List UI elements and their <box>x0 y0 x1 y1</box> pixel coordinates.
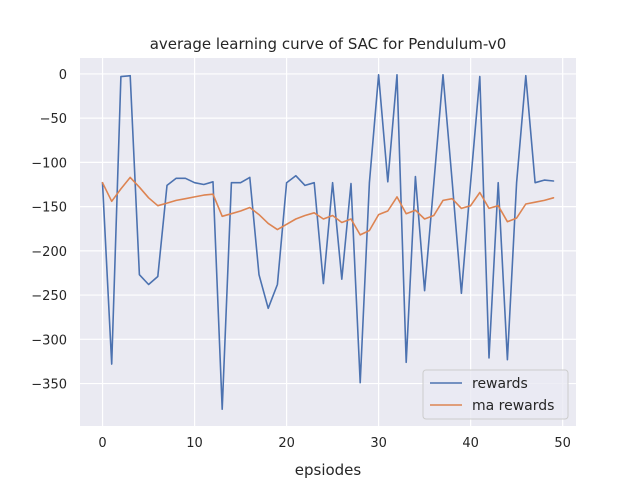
y-tick-label: −300 <box>31 333 67 348</box>
x-tick-label: 30 <box>370 436 387 451</box>
plot-area <box>80 58 576 426</box>
y-tick-label: −50 <box>40 112 67 127</box>
y-tick-label: 0 <box>59 68 67 83</box>
legend-label-rewards: rewards <box>472 376 528 392</box>
x-tick-label: 50 <box>554 436 571 451</box>
series-line-rewards <box>101 74 555 411</box>
grid <box>80 58 576 426</box>
series-layer <box>101 74 555 411</box>
x-axis-ticks: 0 10 20 30 40 50 <box>98 436 571 451</box>
x-tick-label: 40 <box>462 436 479 451</box>
y-tick-label: −200 <box>31 245 67 260</box>
y-tick-label: −350 <box>31 378 67 393</box>
legend: rewards ma rewards <box>422 369 569 420</box>
y-tick-label: −250 <box>31 289 67 304</box>
chart-title: average learning curve of SAC for Pendul… <box>150 35 507 53</box>
x-tick-label: 20 <box>278 436 295 451</box>
legend-label-ma-rewards: ma rewards <box>472 398 554 414</box>
x-axis-label: epsiodes <box>295 461 362 479</box>
y-tick-label: −100 <box>31 156 67 171</box>
series-line-ma-rewards <box>101 176 555 236</box>
y-axis-ticks: 0 −50 −100 −150 −200 −250 −300 −350 <box>31 68 67 393</box>
y-tick-label: −150 <box>31 201 67 216</box>
x-tick-label: 10 <box>186 436 203 451</box>
x-tick-label: 0 <box>98 436 106 451</box>
